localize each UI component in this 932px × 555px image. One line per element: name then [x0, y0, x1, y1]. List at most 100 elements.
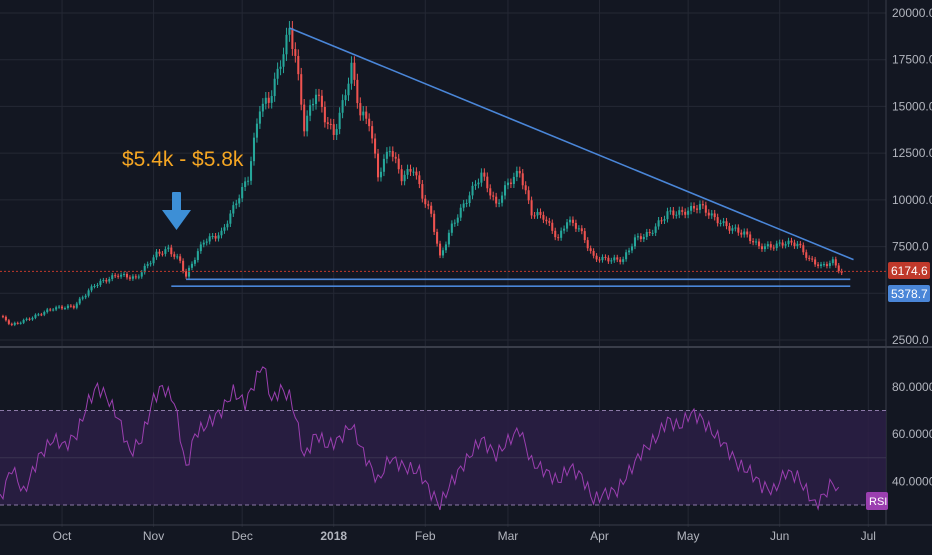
candle	[391, 146, 394, 162]
candle-body	[199, 244, 202, 252]
candle-body	[353, 62, 356, 80]
candle-body	[125, 273, 129, 278]
candle-body	[663, 219, 666, 221]
candle-body	[828, 263, 831, 266]
candle-body	[376, 153, 380, 178]
candle-body	[625, 252, 628, 260]
candle	[760, 243, 763, 252]
candle-body	[551, 222, 554, 231]
candle	[533, 211, 536, 219]
candle-body	[515, 170, 518, 177]
candle	[40, 312, 43, 317]
candle	[152, 254, 155, 266]
candles-layer	[1, 21, 843, 327]
candle	[13, 321, 16, 327]
candle-body	[456, 217, 459, 223]
candle-body	[784, 244, 787, 246]
candle	[238, 194, 241, 208]
candle-body	[580, 228, 583, 232]
candle	[199, 241, 202, 254]
candle-body	[740, 232, 743, 235]
candle-body	[489, 188, 492, 196]
candle-body	[111, 275, 114, 280]
candle	[814, 256, 817, 267]
candle-body	[69, 305, 72, 307]
candle	[595, 253, 598, 262]
drawings-layer	[0, 27, 886, 288]
candle-body	[486, 176, 489, 189]
candle-body	[666, 211, 669, 220]
candle	[418, 171, 421, 189]
candle-body	[164, 249, 167, 254]
candle	[648, 228, 651, 237]
candle	[489, 184, 492, 200]
candle-body	[37, 314, 40, 316]
candle	[49, 307, 52, 312]
candle-body	[421, 184, 424, 199]
candle-body	[737, 227, 740, 233]
candle-body	[512, 176, 515, 184]
candle-body	[672, 210, 675, 216]
candle-body	[811, 258, 814, 260]
candle	[90, 284, 93, 293]
candle	[134, 274, 137, 280]
candle	[509, 178, 512, 189]
candle	[586, 237, 589, 252]
candle-body	[441, 250, 445, 256]
candle-body	[459, 207, 462, 218]
candle-body	[63, 308, 67, 310]
candle-body	[790, 240, 793, 243]
y-tick-label: 20000.0	[892, 6, 932, 20]
candle-body	[654, 226, 657, 233]
candle-body	[114, 275, 117, 277]
candle	[749, 231, 752, 244]
candle-body	[772, 247, 775, 249]
candle	[326, 117, 329, 130]
candle	[657, 216, 660, 230]
candle-body	[554, 230, 557, 238]
candle	[796, 240, 799, 249]
x-tick-label: Apr	[590, 529, 609, 543]
candle	[412, 167, 415, 176]
candle-body	[690, 206, 693, 211]
candle	[164, 246, 167, 257]
candle-body	[338, 112, 341, 130]
candle-body	[822, 264, 826, 266]
candle	[568, 216, 572, 226]
rsi-y-tick-label: 40.0000	[892, 474, 932, 488]
candle	[622, 256, 625, 265]
candle	[261, 98, 264, 117]
candle	[503, 181, 507, 200]
candle	[31, 316, 34, 321]
candle-body	[678, 210, 681, 215]
candle-body	[669, 210, 672, 212]
candle	[548, 217, 551, 227]
candle-body	[462, 203, 465, 208]
candle	[72, 304, 75, 310]
candle-body	[84, 295, 87, 298]
candle-body	[93, 285, 96, 287]
candle	[374, 133, 377, 159]
candle-body	[622, 259, 625, 262]
candle	[474, 180, 477, 190]
candle	[294, 42, 297, 63]
candle	[515, 166, 518, 182]
candle	[554, 227, 557, 241]
candle	[743, 228, 746, 238]
candle-body	[205, 241, 208, 243]
candle-body	[87, 290, 90, 296]
candle	[501, 191, 504, 207]
candle	[303, 98, 306, 137]
candle-body	[536, 211, 539, 216]
candle	[329, 118, 332, 130]
candle-body	[155, 251, 158, 258]
axis-layer: Oct Nov Dec 2018 Feb Mar Apr May Jun Jul 20000.0 17…	[53, 6, 932, 543]
candle	[828, 260, 831, 269]
rsi-y-tick-label: 60.0000	[892, 427, 932, 441]
candle	[285, 27, 288, 61]
candle-body	[769, 244, 772, 248]
candle	[220, 227, 223, 239]
x-tick-label: Oct	[53, 529, 72, 543]
